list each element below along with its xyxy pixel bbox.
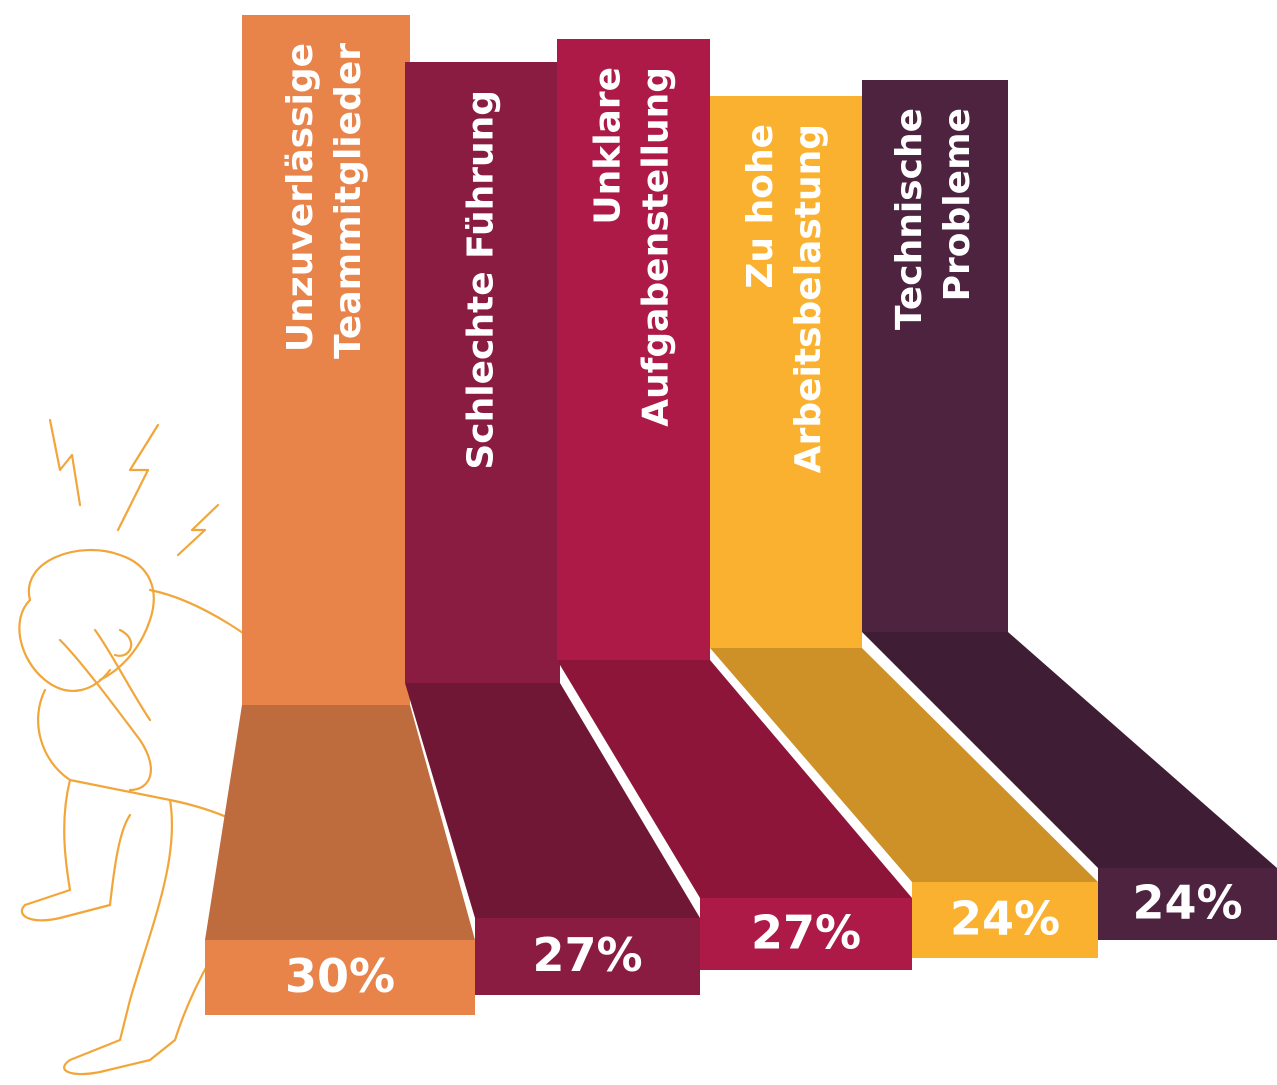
category-label: Zu hohe Arbeitsbelastung: [740, 124, 829, 473]
category-label: Unzuverlässige Teammitglieder: [280, 43, 369, 359]
category-label-line: Technische: [889, 108, 930, 330]
bar-base: [1098, 868, 1277, 940]
category-label-line: Schlechte Führung: [461, 90, 502, 470]
bar-label-group: Schlechte Führung: [461, 90, 502, 470]
bar-base: [912, 882, 1098, 958]
bar-base: [700, 898, 912, 970]
category-label: Technische Probleme: [889, 108, 978, 330]
category-label: Schlechte Führung: [461, 90, 502, 470]
bar-floor: [862, 632, 1277, 868]
bar-floor: [710, 648, 1098, 882]
category-label-line: Arbeitsbelastung: [788, 124, 829, 473]
bar-label-group: Unzuverlässige Teammitglieder: [280, 43, 369, 359]
bar: [242, 15, 410, 705]
value-label: 24%: [1132, 876, 1242, 930]
category-label-line: Unzuverlässige: [280, 43, 321, 352]
bar: [557, 39, 710, 660]
value-label: 27%: [532, 928, 642, 982]
value-label: 24%: [950, 892, 1060, 946]
bar-floor: [557, 660, 912, 898]
category-label-line: Aufgabenstellung: [636, 67, 677, 427]
value-label: 30%: [285, 949, 395, 1003]
bar-label-group: Unklare Aufgabenstellung: [588, 67, 677, 427]
category-label-line: Teammitglieder: [328, 43, 369, 359]
category-label-line: Zu hohe: [740, 124, 781, 289]
category-label-line: Probleme: [937, 108, 978, 301]
value-label: 27%: [751, 906, 861, 960]
bars: Unzuverlässige Teammitglieder 30% Schlechte…: [205, 15, 1277, 1015]
bar: [862, 80, 1008, 632]
bar-label-group: Zu hohe Arbeitsbelastung: [740, 124, 829, 473]
bar-base: [475, 918, 700, 995]
category-label-line: Unklare: [588, 67, 629, 225]
bar: [405, 62, 560, 683]
bar-base: [205, 940, 475, 1015]
bar-label-group: Technische Probleme: [889, 108, 978, 330]
bar-floor: [405, 683, 700, 918]
bar: [710, 96, 862, 648]
bar-floor: [205, 705, 475, 940]
category-label: Unklare Aufgabenstellung: [588, 67, 677, 427]
